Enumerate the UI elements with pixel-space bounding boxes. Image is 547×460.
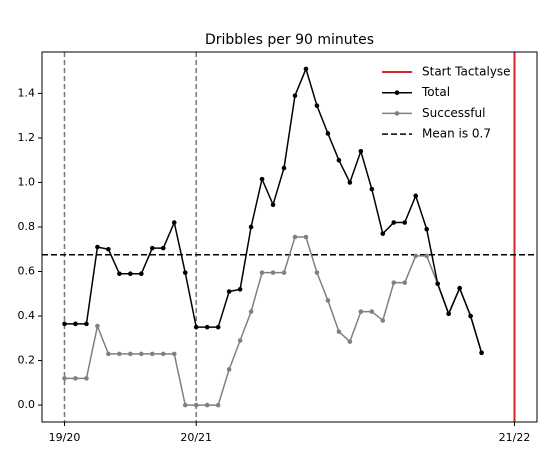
point xyxy=(446,311,451,317)
point xyxy=(281,165,287,171)
chart-title: Dribbles per 90 minutes xyxy=(205,32,374,48)
point xyxy=(193,402,199,408)
point xyxy=(292,234,298,240)
point xyxy=(303,66,309,72)
point xyxy=(117,271,122,277)
point xyxy=(314,270,320,275)
y-tick-label: 1.0 xyxy=(18,175,36,188)
point xyxy=(95,323,100,329)
point xyxy=(325,131,331,136)
legend-label: Total xyxy=(421,85,450,99)
point xyxy=(204,324,210,330)
point xyxy=(139,351,144,357)
point xyxy=(369,309,375,314)
point xyxy=(84,376,89,381)
point xyxy=(171,220,177,225)
point xyxy=(62,321,67,327)
point xyxy=(259,176,265,182)
y-tick-label: 0.2 xyxy=(18,354,36,367)
legend-label: Mean is 0.7 xyxy=(422,127,491,141)
point xyxy=(402,280,408,285)
y-tick-label: 0.4 xyxy=(18,309,36,322)
point xyxy=(128,271,133,277)
point xyxy=(347,180,353,185)
x-tick-label: 21/22 xyxy=(499,431,531,444)
point xyxy=(303,234,309,240)
point xyxy=(204,402,210,408)
point xyxy=(182,402,188,408)
point xyxy=(226,289,232,294)
point xyxy=(193,324,199,330)
point xyxy=(248,309,254,314)
point xyxy=(281,270,287,275)
point xyxy=(336,329,342,334)
point xyxy=(325,298,331,303)
point xyxy=(84,321,89,327)
point xyxy=(314,103,320,108)
point xyxy=(160,351,166,357)
point xyxy=(95,244,100,250)
point xyxy=(160,245,166,251)
point xyxy=(237,287,243,292)
point xyxy=(182,270,188,275)
point xyxy=(292,93,298,98)
point xyxy=(479,350,484,356)
point xyxy=(402,220,408,225)
point xyxy=(468,313,473,319)
point xyxy=(413,193,419,199)
legend-label: Start Tactalyse xyxy=(422,65,511,79)
legend-marker xyxy=(394,90,400,95)
point xyxy=(347,339,353,344)
point xyxy=(150,351,155,357)
series-line xyxy=(64,236,483,406)
point xyxy=(106,246,111,252)
point xyxy=(171,351,177,357)
x-tick-label: 20/21 xyxy=(180,431,212,444)
point xyxy=(237,338,243,343)
point xyxy=(62,376,67,381)
y-tick-label: 1.2 xyxy=(18,131,36,144)
point xyxy=(73,321,78,327)
legend-marker xyxy=(394,111,400,116)
y-tick-label: 1.4 xyxy=(18,86,36,99)
point xyxy=(117,351,122,357)
point xyxy=(270,202,276,208)
point xyxy=(380,318,386,323)
point xyxy=(215,402,221,408)
y-tick-label: 0.8 xyxy=(18,220,36,233)
x-tick-label: 19/20 xyxy=(49,431,81,444)
plot-frame xyxy=(41,51,538,423)
point xyxy=(391,280,397,285)
point xyxy=(369,186,375,192)
point xyxy=(336,157,342,163)
legend-label: Successful xyxy=(422,106,485,120)
point xyxy=(358,309,364,314)
point xyxy=(424,253,429,259)
point xyxy=(226,367,232,372)
point xyxy=(248,224,254,230)
point xyxy=(73,376,78,381)
point xyxy=(391,220,397,225)
series-line xyxy=(64,66,483,353)
point xyxy=(139,271,144,277)
point xyxy=(215,324,221,330)
point xyxy=(259,270,265,275)
point xyxy=(457,285,462,291)
point xyxy=(435,281,440,287)
y-tick-label: 0.6 xyxy=(18,265,36,278)
point xyxy=(413,253,419,259)
point xyxy=(106,351,111,357)
point xyxy=(128,351,133,357)
point xyxy=(358,148,364,154)
point xyxy=(424,226,429,232)
point xyxy=(270,270,276,275)
point xyxy=(380,231,386,236)
point xyxy=(150,245,155,251)
y-tick-label: 0.0 xyxy=(18,398,36,411)
